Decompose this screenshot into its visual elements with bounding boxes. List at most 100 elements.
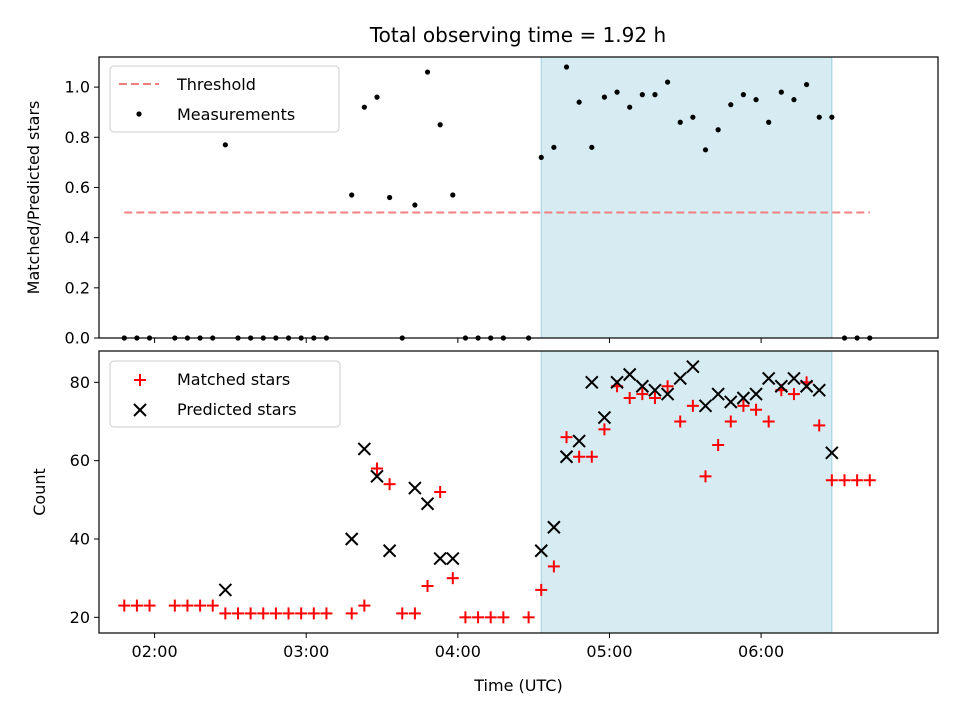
measurement-point [829,114,835,120]
matched-star-point [787,388,800,401]
measurement-point [652,92,658,98]
matched-star-point [257,607,270,620]
bottom-y-axis-label: Count [30,468,49,516]
matched-star-point [269,607,282,620]
predicted-stars-layer [218,359,839,597]
matched-star-point [648,392,661,404]
predicted-star-point [724,395,738,409]
predicted-star-point [673,371,687,386]
matched-star-point [813,419,826,432]
matched-star-point [585,450,598,463]
y-tick-label: 80 [70,373,90,392]
predicted-star-point [622,367,637,382]
matched-star-point [307,607,320,620]
x-tick-label: 06:00 [738,642,784,661]
measurement-point [614,89,620,95]
measurement-point [349,192,355,198]
predicted-star-point [357,442,372,456]
predicted-star-point [559,450,574,464]
predicted-star-point [408,481,422,495]
y-tick-label: 60 [70,451,90,470]
matched-star-point [573,450,586,463]
matched-stars-layer [118,376,876,624]
measurement-point [702,147,709,153]
matched-star-point [838,474,851,487]
predicted-star-point [799,379,814,393]
matched-star-point [484,611,497,624]
matched-star-point [459,611,472,624]
x-tick-label: 04:00 [435,642,481,661]
bottom-legend-box [109,360,341,428]
predicted-star-point [446,551,460,566]
x-tick-label: 03:00 [283,642,329,661]
observing-span-top [540,56,833,339]
measurement-point [412,202,418,208]
predicted-star-point [711,387,725,401]
measurement-point [803,81,810,88]
predicted-star-point [585,375,599,390]
y-tick-label: 1.0 [65,78,90,97]
matched-star-point [535,583,548,596]
measurement-point [639,92,645,98]
matched-star-point [396,607,409,620]
matched-star-point [320,607,333,620]
x-tick-label: 02:00 [132,642,178,661]
measurement-point [450,192,456,198]
matched-star-point [168,599,181,612]
measurement-point [766,119,772,125]
x-axis-label: Time (UTC) [473,676,562,695]
measurement-point [424,69,431,75]
bottom-x-ticks: 02:00 03:00 04:00 05:00 06:00 [132,633,784,661]
measurement-point [361,104,367,110]
matched-star-point [686,399,699,412]
top-x-ticks [154,338,762,343]
measurement-point [538,154,544,160]
matched-star-point [560,431,573,444]
measurement-point [728,102,734,108]
matched-star-point [383,478,396,491]
predicted-star-point [698,399,713,413]
bottom-panel: 20 40 60 80 02:00 03:00 04:00 05:00 06:00 Count… [30,350,939,695]
measurement-point [589,144,595,150]
observing-span-bottom [540,350,833,634]
measurements-layer [121,64,873,341]
matched-star-point [408,607,421,620]
top-panel: 0.0 0.2 0.4 0.6 0.8 1.0 Matched/Predicted sta… [24,56,939,348]
matched-star-point [143,599,156,612]
predicted-star-point [547,520,561,534]
matched-star-point [724,415,737,428]
chart-title: Total observing time = 1.92 h [369,23,666,47]
measurement-point [387,194,393,201]
matched-star-point [497,611,510,624]
measurement-point [374,94,380,100]
top-y-axis-label: Matched/Predicted stars [24,101,43,295]
matched-star-point [863,474,876,487]
matched-star-point [712,439,725,451]
matched-star-point [244,607,257,620]
top-axes-frame [98,56,939,339]
matched-star-point [547,560,560,573]
matched-star-point [674,415,687,428]
predicted-star-point [825,446,839,460]
predicted-star-point [648,383,662,397]
measurement-point [690,114,696,120]
predicted-star-point [433,551,447,566]
predicted-star-point [370,469,384,484]
matched-star-point [206,599,219,612]
top-y-ticks: 0.0 0.2 0.4 0.6 0.8 1.0 [65,78,99,348]
matched-star-point [118,599,131,612]
matched-star-point [370,462,383,475]
measurement-point [753,97,759,103]
y-tick-label: 0.8 [65,128,90,147]
matched-star-point [219,607,232,620]
measurement-point [222,142,228,148]
predicted-star-point [736,391,751,405]
matched-star-point [231,607,244,620]
matched-star-point [522,611,535,624]
predicted-star-point [597,410,612,425]
y-tick-label: 0.4 [65,228,90,247]
bottom-axes-frame [98,350,939,634]
matched-star-point [446,572,459,585]
measurement-point [627,104,633,110]
matched-star-point [750,403,763,416]
